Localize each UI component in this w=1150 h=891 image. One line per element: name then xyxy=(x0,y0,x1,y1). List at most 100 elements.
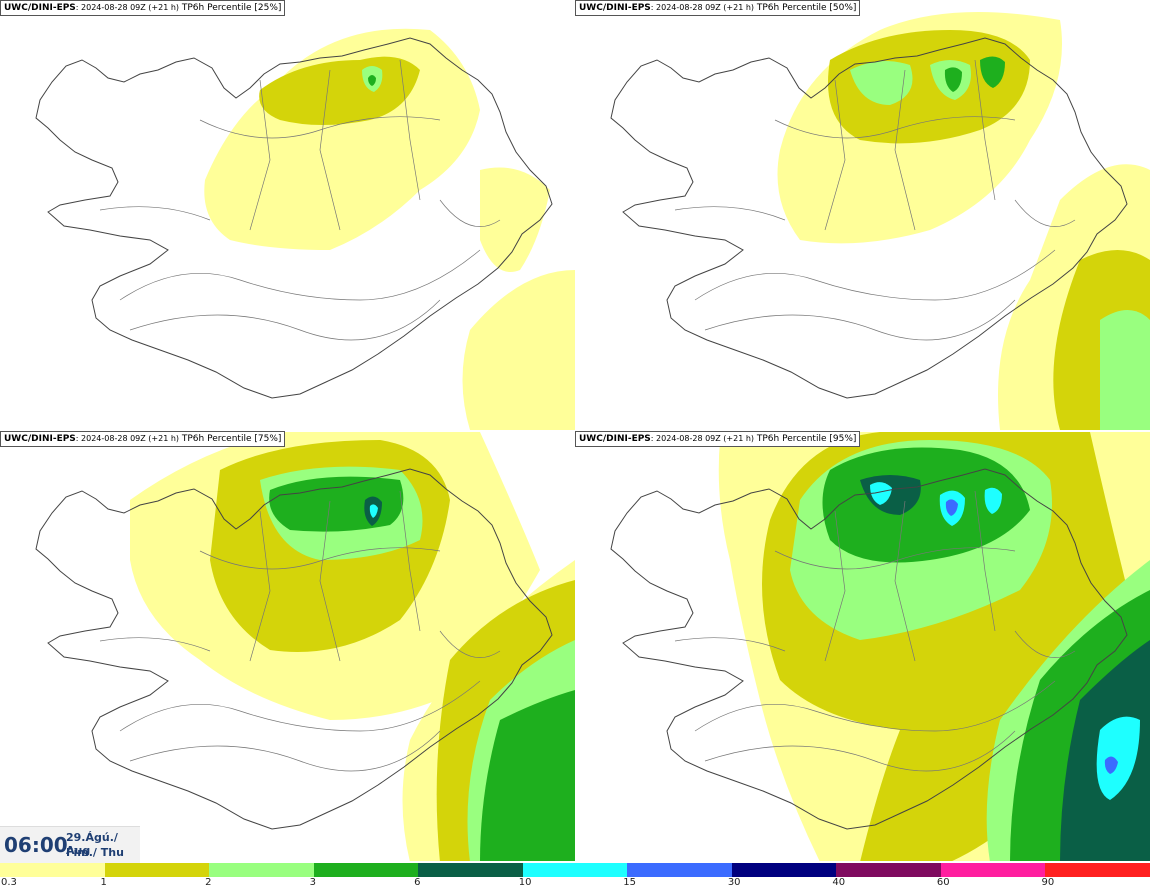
map-svg-p75 xyxy=(35,432,575,861)
legend-swatch xyxy=(627,863,733,877)
road-line xyxy=(129,730,441,772)
road-line xyxy=(249,510,271,662)
precip-area xyxy=(945,499,958,516)
valid-day: Fim./ Thu xyxy=(66,846,124,859)
road-line xyxy=(199,547,441,570)
road-line xyxy=(439,199,501,228)
run-info: : 2024-08-28 09Z (+21 h) xyxy=(650,434,755,443)
precipitation-field xyxy=(718,432,1150,861)
legend-swatch xyxy=(104,863,211,877)
map-panel-p25: UWC/DINI-EPS: 2024-08-28 09Z (+21 h) TP6… xyxy=(0,0,575,430)
road-line xyxy=(704,730,1016,772)
precip-area xyxy=(480,167,550,272)
map-svg-p95 xyxy=(610,432,1150,861)
run-info: : 2024-08-28 09Z (+21 h) xyxy=(650,3,755,12)
road-line xyxy=(894,500,916,662)
road-line xyxy=(99,637,211,652)
precip-area xyxy=(980,56,1005,88)
panel-title: UWC/DINI-EPS: 2024-08-28 09Z (+21 h) TP6… xyxy=(0,431,286,447)
precip-area xyxy=(822,447,1030,563)
product-name: TP6h Percentile [75%] xyxy=(179,434,282,444)
road-line xyxy=(694,680,1056,732)
road-line xyxy=(99,206,211,221)
map-svg-p50 xyxy=(610,12,1150,430)
legend-label: 15 xyxy=(623,877,636,888)
legend-swatch xyxy=(836,863,942,877)
precipitation-field xyxy=(130,432,575,861)
precip-area xyxy=(1104,756,1118,774)
road-line xyxy=(1014,199,1076,228)
road-line xyxy=(824,79,846,231)
road-line xyxy=(119,249,481,301)
legend-label: 90 xyxy=(1041,877,1055,888)
road-line xyxy=(319,500,341,662)
legend-label: 10 xyxy=(518,877,532,888)
legend-label: 0.3 xyxy=(1,877,17,888)
map-panel-p75: UWC/DINI-EPS: 2024-08-28 09Z (+21 h) TP6… xyxy=(0,431,575,861)
legend-label: 40 xyxy=(832,877,846,888)
coastline xyxy=(610,37,1128,399)
precip-area xyxy=(870,482,892,505)
road-line xyxy=(774,547,1016,570)
valid-time-box: 06:00 29.Ágú./ Aug Fim./ Thu xyxy=(0,826,140,863)
legend-label: 2 xyxy=(205,877,212,888)
valid-time: 06:00 xyxy=(4,833,68,857)
coastline xyxy=(35,37,553,399)
product-name: TP6h Percentile [25%] xyxy=(179,3,282,13)
road-line xyxy=(694,249,1056,301)
road-line xyxy=(974,59,996,201)
precipitation-field xyxy=(777,12,1150,430)
precip-area xyxy=(480,690,575,861)
coastline xyxy=(35,468,553,830)
legend-swatch xyxy=(940,863,1047,877)
panel-title: UWC/DINI-EPS: 2024-08-28 09Z (+21 h) TP6… xyxy=(575,431,861,447)
map-panel-p50: UWC/DINI-EPS: 2024-08-28 09Z (+21 h) TP6… xyxy=(575,0,1150,430)
road-line xyxy=(249,79,271,231)
model-name: UWC/DINI-EPS xyxy=(579,434,651,444)
legend-swatch xyxy=(418,863,524,877)
legend-swatch xyxy=(1045,863,1150,877)
road-line xyxy=(704,299,1016,341)
road-line xyxy=(319,69,341,231)
road-line xyxy=(1014,630,1076,659)
precip-area xyxy=(944,67,962,92)
road-line xyxy=(399,59,421,201)
precip-area xyxy=(1096,716,1140,800)
valid-date: 29.Ágú./ Aug xyxy=(66,831,118,857)
legend-label: 60 xyxy=(936,877,950,888)
legend-swatch xyxy=(313,863,420,877)
road-line xyxy=(674,637,786,652)
road-line xyxy=(974,490,996,632)
road-line xyxy=(439,630,501,659)
precip-area xyxy=(369,504,378,518)
road-line xyxy=(774,116,1016,139)
precip-area xyxy=(850,61,913,105)
road-line xyxy=(119,680,481,732)
road-line xyxy=(399,490,421,632)
precip-area xyxy=(462,270,575,430)
map-panel-p95: UWC/DINI-EPS: 2024-08-28 09Z (+21 h) TP6… xyxy=(575,431,1150,861)
run-info: : 2024-08-28 09Z (+21 h) xyxy=(75,3,180,12)
map-svg-p25 xyxy=(35,28,575,430)
precipitation-field xyxy=(204,28,575,430)
model-name: UWC/DINI-EPS xyxy=(4,3,76,13)
coastline xyxy=(610,468,1128,830)
legend-label: 30 xyxy=(727,877,741,888)
model-name: UWC/DINI-EPS xyxy=(579,3,651,13)
color-legend: 0.3 1 2 3 6 10 15 30 40 60 90 xyxy=(0,863,1150,891)
road-line xyxy=(894,69,916,231)
run-info: : 2024-08-28 09Z (+21 h) xyxy=(75,434,180,443)
precip-area xyxy=(269,476,404,532)
product-name: TP6h Percentile [50%] xyxy=(754,3,857,13)
legend-swatch xyxy=(522,863,629,877)
legend-label: 3 xyxy=(309,877,316,888)
panel-title: UWC/DINI-EPS: 2024-08-28 09Z (+21 h) TP6… xyxy=(575,0,861,16)
legend-label: 1 xyxy=(100,877,107,888)
legend-swatch xyxy=(0,863,106,877)
precip-area xyxy=(828,30,1030,144)
road-line xyxy=(129,299,441,341)
road-line xyxy=(199,116,441,139)
product-name: TP6h Percentile [95%] xyxy=(754,434,857,444)
road-line xyxy=(824,510,846,662)
legend-swatch xyxy=(209,863,315,877)
